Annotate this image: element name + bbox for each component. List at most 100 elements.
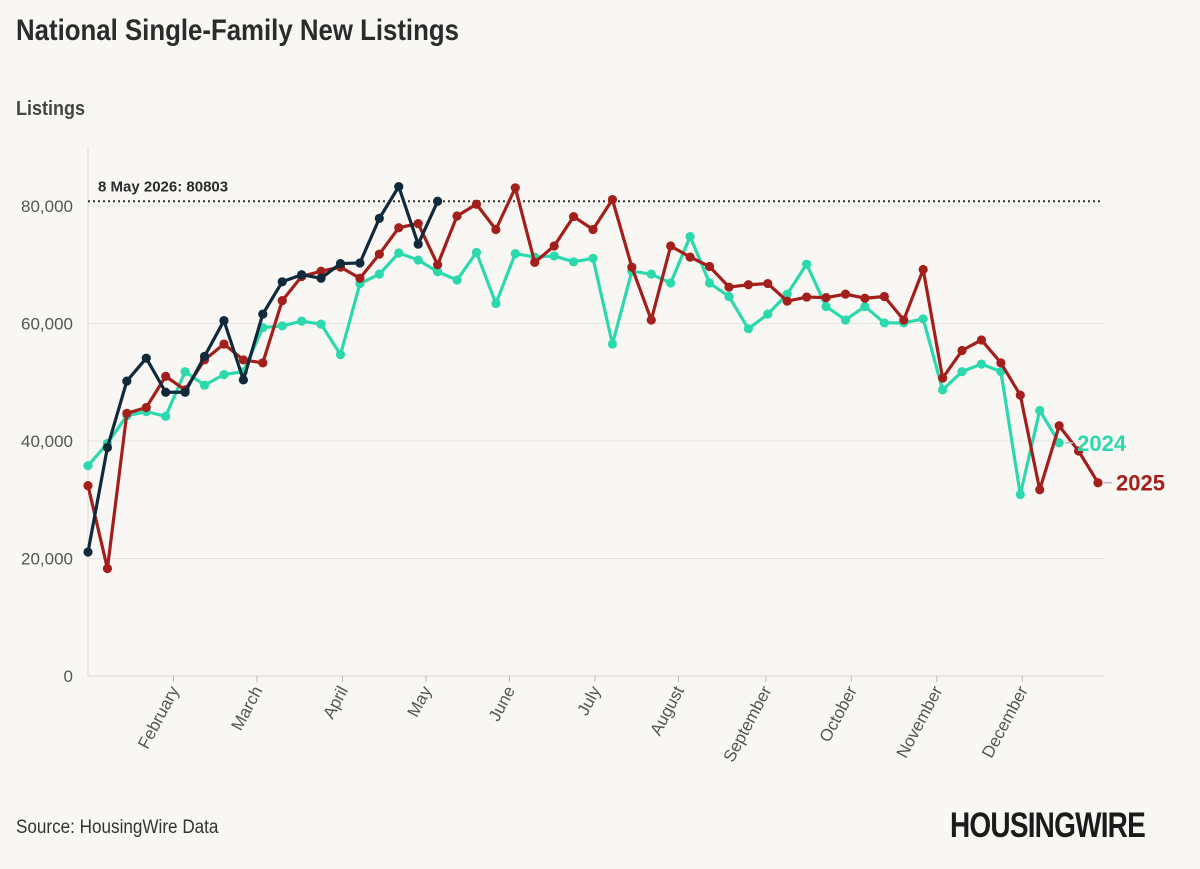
data-point [141,353,151,363]
y-axis-unit-label: Listings [16,98,86,120]
data-point [122,408,132,418]
data-point [1015,489,1025,500]
data-point [355,273,365,283]
data-point [1035,485,1045,495]
data-point [102,563,113,574]
data-point [957,367,967,377]
data-point [588,224,598,235]
data-point [1035,405,1045,416]
data-point [1015,390,1025,400]
y-tick-label: 0 [64,667,73,686]
series-2024 [83,231,1064,500]
data-point [549,241,559,251]
data-point [879,291,889,302]
data-point [588,253,598,263]
y-tick-label: 80,000 [21,197,73,216]
data-point [374,213,384,223]
data-point [568,257,579,267]
data-point [433,260,443,270]
data-point [607,194,618,205]
data-point [821,301,831,312]
data-point [141,402,151,413]
data-point [1054,438,1064,448]
data-point [627,262,637,272]
data-point [743,280,753,290]
data-point [374,249,384,259]
data-point [161,387,171,397]
data-point [704,261,715,272]
series-line-2026 [86,185,440,554]
data-point [394,248,404,258]
x-tick-label: November [893,683,947,761]
data-point [763,278,773,289]
data-point [277,321,287,331]
data-point [899,315,909,325]
data-point [83,461,93,471]
data-point [704,278,715,288]
data-point [394,223,404,233]
data-point [413,239,423,249]
data-point [724,282,734,292]
data-point [297,316,307,326]
y-tick-label: 40,000 [21,432,73,451]
y-tick-label: 20,000 [21,550,73,569]
series-line-2024 [86,234,1061,497]
data-point [530,257,540,267]
data-point [918,264,928,275]
data-point [763,309,773,319]
x-tick-label: May [404,683,436,721]
data-point [996,358,1006,368]
x-tick-label: February [134,683,183,752]
x-tick-label: September [720,683,776,766]
data-point [83,547,93,557]
data-point [355,258,365,268]
data-point [510,183,520,193]
data-point [510,248,520,259]
data-point [860,301,870,312]
data-point [976,359,987,369]
x-tick-label: December [978,683,1032,761]
series-2025 [83,183,1103,574]
data-point [607,339,618,349]
data-point [335,350,346,360]
data-point [83,481,93,491]
housingwire-logo: HOUSINGWIRE [950,806,1146,845]
data-point [102,442,113,453]
data-point [666,278,676,288]
data-point [238,375,248,385]
data-point [316,266,326,276]
data-point [782,289,792,299]
data-point [316,273,326,283]
data-point [957,345,967,356]
x-tick-label: October [816,683,861,746]
data-point [666,241,676,251]
data-point [316,319,326,329]
data-point [782,296,792,306]
data-point [938,385,948,395]
data-point [1054,421,1064,431]
data-point [238,355,248,365]
data-point [471,247,482,258]
data-point [879,318,889,328]
data-point [646,315,656,325]
data-point [802,292,812,302]
data-point [433,196,443,206]
x-tick-label: April [319,683,352,722]
series-end-labels: 2024 2025 [1065,431,1165,496]
data-point [1093,478,1103,488]
data-point [219,370,229,380]
data-point [161,371,171,381]
data-point [180,387,190,397]
data-point [374,269,384,279]
x-axis: February March April May June July August Septe… [134,676,1032,765]
x-tick-label: August [646,683,688,739]
data-point [219,315,229,326]
data-point [471,199,482,209]
data-point [452,275,462,285]
data-point [918,314,928,324]
data-point [821,293,831,303]
series-end-label-2025: 2025 [1116,471,1165,496]
grid-lines [87,147,1104,677]
data-point [685,231,695,242]
data-point [258,358,268,368]
